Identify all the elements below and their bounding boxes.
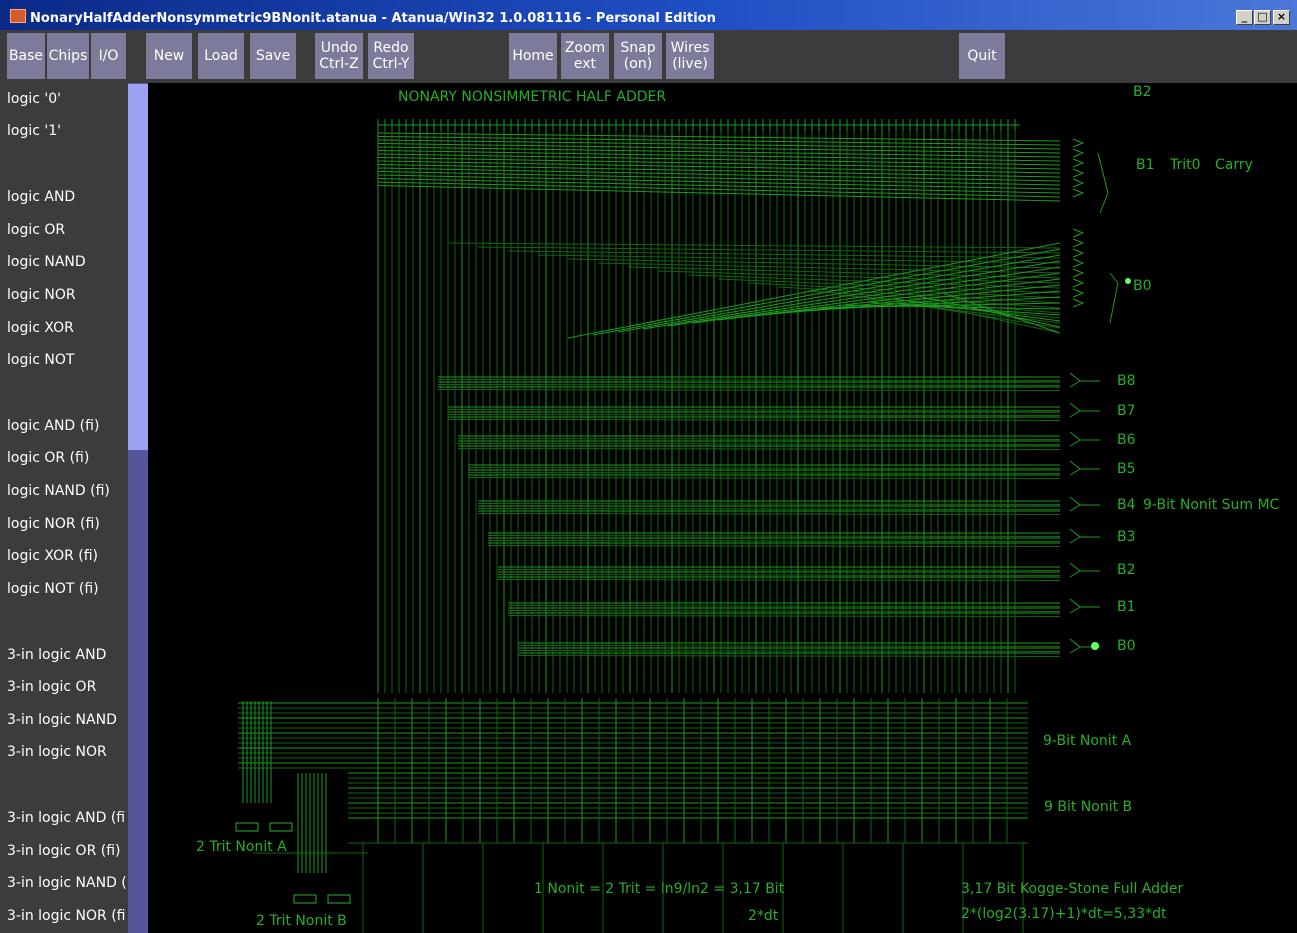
palette-item-logic-1[interactable]: logic '1'	[7, 123, 61, 139]
io-button[interactable]: I/O	[91, 33, 126, 79]
home-button[interactable]: Home	[509, 33, 557, 79]
palette-item-3in-and[interactable]: 3-in logic AND	[7, 647, 107, 663]
note-dt: 2*dt	[748, 908, 779, 924]
redo-label: Redo	[373, 40, 409, 56]
output-b2-top: B2	[1133, 84, 1152, 100]
undo-shortcut: Ctrl-Z	[319, 56, 359, 72]
circuit-wires	[235, 119, 1131, 933]
note-kogge: 3,17 Bit Kogge-Stone Full Adder	[961, 881, 1184, 897]
sum-bit-1: B1	[1117, 599, 1136, 615]
wires-button[interactable]: Wires (live)	[666, 33, 714, 79]
palette-scrollbar-thumb[interactable]	[128, 84, 148, 450]
output-b1-top: B1	[1136, 157, 1155, 173]
redo-shortcut: Ctrl-Y	[372, 56, 410, 72]
zoom-mode: ext	[573, 56, 597, 72]
trit-b-label: 2 Trit Nonit B	[256, 913, 347, 929]
sum-bit-0: B0	[1117, 638, 1136, 654]
quit-button[interactable]: Quit	[959, 33, 1005, 79]
output-trit0: Trit0	[1170, 157, 1201, 173]
palette-item-3in-and-fi[interactable]: 3-in logic AND (fi	[7, 810, 126, 826]
output-b0-top: B0	[1133, 278, 1152, 294]
sum-bit-7: B7	[1117, 403, 1136, 419]
undo-label: Undo	[320, 40, 358, 56]
load-button[interactable]: Load	[198, 33, 244, 79]
save-button[interactable]: Save	[250, 33, 296, 79]
palette-item-and-fi[interactable]: logic AND (fi)	[7, 418, 100, 434]
window-title: NonaryHalfAdderNonsymmetric9BNonit.atanu…	[30, 11, 716, 26]
note-formula: 2*(log2(3.17)+1)*dt=5,33*dt	[961, 906, 1167, 922]
snap-state: (on)	[623, 56, 653, 72]
input-b-label: 9 Bit Nonit B	[1044, 799, 1133, 815]
palette-item-xor[interactable]: logic XOR	[7, 320, 74, 336]
new-button[interactable]: New	[146, 33, 192, 79]
title-bar: NonaryHalfAdderNonsymmetric9BNonit.atanu…	[0, 0, 1297, 30]
wires-label: Wires	[670, 40, 710, 56]
palette-item-3in-nand[interactable]: 3-in logic NAND	[7, 712, 117, 728]
snap-button[interactable]: Snap (on)	[614, 33, 662, 79]
redo-button[interactable]: Redo Ctrl-Y	[368, 33, 414, 79]
close-button[interactable]: ×	[1273, 10, 1290, 25]
palette-item-3in-or[interactable]: 3-in logic OR	[7, 679, 97, 695]
sum-bit-3: B3	[1117, 529, 1136, 545]
trit-a-label: 2 Trit Nonit A	[196, 839, 287, 855]
palette-item-nand[interactable]: logic NAND	[7, 254, 86, 270]
component-palette: logic '0' logic '1' logic AND logic OR l…	[0, 83, 128, 933]
palette-item-or-fi[interactable]: logic OR (fi)	[7, 450, 90, 466]
sum-bit-6: B6	[1117, 432, 1136, 448]
app-icon	[10, 9, 26, 23]
maximize-button[interactable]: □	[1254, 10, 1271, 25]
minimize-button[interactable]: _	[1236, 10, 1253, 25]
wires-state: (live)	[672, 56, 708, 72]
zoom-label: Zoom	[564, 40, 606, 56]
sum-bit-8: B8	[1117, 373, 1136, 389]
palette-item-logic-0[interactable]: logic '0'	[7, 91, 61, 107]
chips-button[interactable]: Chips	[47, 33, 89, 79]
palette-item-not-fi[interactable]: logic NOT (fi)	[7, 581, 99, 597]
note-nonit: 1 Nonit = 2 Trit = ln9/ln2 = 3,17 Bit	[534, 881, 785, 897]
palette-item-or[interactable]: logic OR	[7, 222, 66, 238]
zoom-button[interactable]: Zoom ext	[561, 33, 609, 79]
output-carry: Carry	[1215, 157, 1253, 173]
sum-bit-5: B5	[1117, 461, 1136, 477]
circuit-canvas[interactable]: NONARY NONSIMMETRIC HALF ADDER B2 B1 Tri…	[148, 83, 1297, 933]
undo-button[interactable]: Undo Ctrl-Z	[315, 33, 363, 79]
base-button[interactable]: Base	[7, 33, 45, 79]
palette-item-3in-nor-fi[interactable]: 3-in logic NOR (fi	[7, 908, 126, 924]
palette-item-3in-nand-fi[interactable]: 3-in logic NAND (	[7, 875, 127, 891]
palette-item-not[interactable]: logic NOT	[7, 352, 75, 368]
palette-item-xor-fi[interactable]: logic XOR (fi)	[7, 548, 99, 564]
sum-bit-4: B4	[1117, 497, 1136, 513]
circuit-title: NONARY NONSIMMETRIC HALF ADDER	[398, 89, 667, 105]
palette-item-nor-fi[interactable]: logic NOR (fi)	[7, 516, 100, 532]
palette-item-and[interactable]: logic AND	[7, 189, 76, 205]
palette-item-nor[interactable]: logic NOR	[7, 287, 76, 303]
palette-item-3in-or-fi[interactable]: 3-in logic OR (fi)	[7, 843, 121, 859]
sum-bit-2: B2	[1117, 562, 1136, 578]
sum-label: 9-Bit Nonit Sum MC	[1143, 497, 1280, 513]
input-a-label: 9-Bit Nonit A	[1043, 733, 1132, 749]
palette-item-3in-nor[interactable]: 3-in logic NOR	[7, 744, 107, 760]
palette-item-nand-fi[interactable]: logic NAND (fi)	[7, 483, 110, 499]
snap-label: Snap	[620, 40, 656, 56]
